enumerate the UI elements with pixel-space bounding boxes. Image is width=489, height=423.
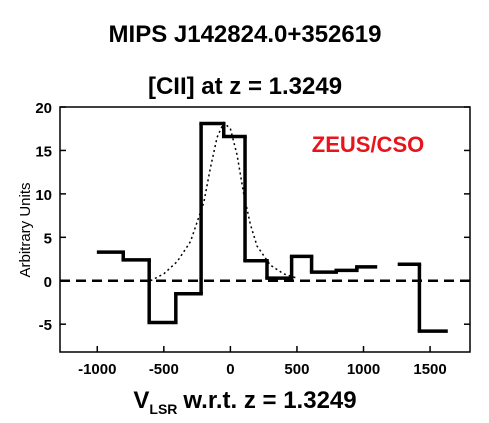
x-tick-label: 0 <box>226 361 234 378</box>
chart-subtitle: [CII] at z = 1.3249 <box>148 73 342 100</box>
chart-title: MIPS J142824.0+352619 <box>109 21 382 48</box>
x-label-rest: w.r.t. z = 1.3249 <box>182 387 356 414</box>
y-tick-label: -5 <box>39 317 52 334</box>
x-tick-label: 500 <box>284 361 309 378</box>
y-tick-label: 20 <box>35 100 52 117</box>
annotation: ZEUS/CSO <box>312 132 424 157</box>
x-label-sub: LSR <box>149 401 177 417</box>
x-tick-label: 1000 <box>347 361 380 378</box>
y-axis-label: Arbitrary Units <box>17 182 34 277</box>
x-label-main: V <box>133 387 149 414</box>
x-tick-label: 1500 <box>413 361 446 378</box>
x-tick-label: -1000 <box>78 361 116 378</box>
plot-frame <box>59 106 471 353</box>
x-axis-label: VLSR w.r.t. z = 1.3249 <box>133 387 356 417</box>
x-tick-label: -500 <box>149 361 179 378</box>
y-tick-label: 15 <box>35 143 52 160</box>
y-tick-label: 5 <box>44 230 52 247</box>
y-tick-label: 0 <box>44 274 52 291</box>
y-tick-label: 10 <box>35 187 52 204</box>
fit-curve <box>150 121 298 282</box>
